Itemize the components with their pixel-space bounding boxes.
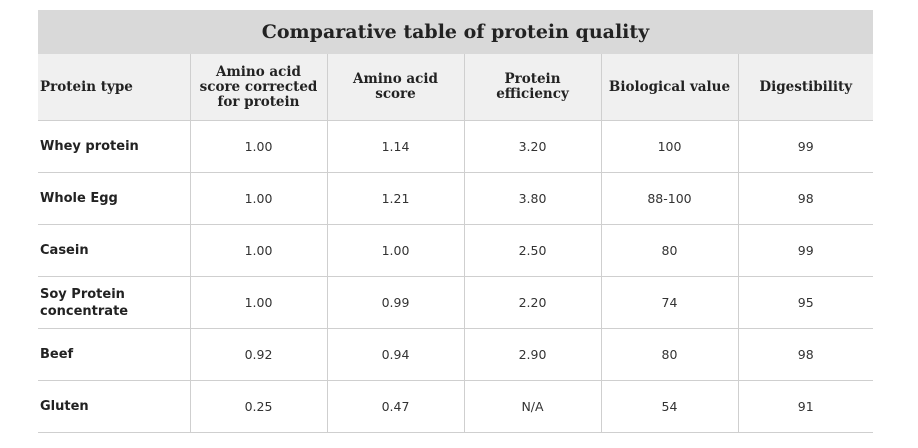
cell-protein-efficiency: 3.80: [463, 172, 601, 225]
cell-protein-type: Soy Protein concentrate: [38, 276, 190, 329]
cell-biological-value: 74: [600, 276, 738, 329]
table-row: Soy Protein concentrate 1.00 0.99 2.20 7…: [38, 276, 873, 329]
cell-digestibility: 99: [737, 224, 873, 277]
protein-quality-table-container: Comparative table of protein quality Pro…: [38, 10, 873, 433]
cell-protein-efficiency: 2.90: [463, 328, 601, 381]
cell-digestibility: 91: [737, 380, 873, 433]
cell-amino-acid-score: 1.00: [326, 224, 464, 277]
cell-amino-acid-score: 0.94: [326, 328, 464, 381]
cell-protein-type: Gluten: [38, 380, 190, 433]
header-amino-acid-score-corrected: Amino acid score corrected for protein: [189, 54, 327, 121]
cell-amino-acid-score-corrected: 1.00: [189, 172, 327, 225]
cell-biological-value: 80: [600, 224, 738, 277]
header-protein-efficiency: Protein efficiency: [463, 54, 601, 121]
cell-protein-type: Whole Egg: [38, 172, 190, 225]
cell-biological-value: 100: [600, 120, 738, 173]
cell-digestibility: 95: [737, 276, 873, 329]
cell-protein-efficiency: 2.20: [463, 276, 601, 329]
cell-biological-value: 88-100: [600, 172, 738, 225]
cell-digestibility: 98: [737, 328, 873, 381]
cell-protein-type: Casein: [38, 224, 190, 277]
table-row: Whole Egg 1.00 1.21 3.80 88-100 98: [38, 172, 873, 225]
cell-amino-acid-score-corrected: 0.25: [189, 380, 327, 433]
cell-protein-efficiency: 2.50: [463, 224, 601, 277]
cell-biological-value: 80: [600, 328, 738, 381]
header-digestibility: Digestibility: [737, 54, 873, 121]
table-row: Whey protein 1.00 1.14 3.20 100 99: [38, 120, 873, 173]
cell-amino-acid-score-corrected: 1.00: [189, 276, 327, 329]
cell-digestibility: 98: [737, 172, 873, 225]
cell-amino-acid-score-corrected: 1.00: [189, 224, 327, 277]
header-biological-value: Biological value: [600, 54, 738, 121]
cell-protein-type: Whey protein: [38, 120, 190, 173]
header-row: Protein type Amino acid score corrected …: [38, 54, 873, 121]
cell-protein-type: Beef: [38, 328, 190, 381]
cell-protein-efficiency: N/A: [463, 380, 601, 433]
table-row: Casein 1.00 1.00 2.50 80 99: [38, 224, 873, 277]
cell-amino-acid-score-corrected: 0.92: [189, 328, 327, 381]
table-row: Gluten 0.25 0.47 N/A 54 91: [38, 380, 873, 433]
cell-protein-efficiency: 3.20: [463, 120, 601, 173]
cell-amino-acid-score-corrected: 1.00: [189, 120, 327, 173]
cell-biological-value: 54: [600, 380, 738, 433]
cell-amino-acid-score: 0.99: [326, 276, 464, 329]
table-row: Beef 0.92 0.94 2.90 80 98: [38, 328, 873, 381]
header-amino-acid-score: Amino acid score: [326, 54, 464, 121]
protein-quality-table: Protein type Amino acid score corrected …: [38, 54, 873, 433]
header-protein-type: Protein type: [38, 54, 190, 121]
cell-digestibility: 99: [737, 120, 873, 173]
cell-amino-acid-score: 0.47: [326, 380, 464, 433]
cell-amino-acid-score: 1.21: [326, 172, 464, 225]
cell-amino-acid-score: 1.14: [326, 120, 464, 173]
table-title: Comparative table of protein quality: [38, 10, 873, 54]
